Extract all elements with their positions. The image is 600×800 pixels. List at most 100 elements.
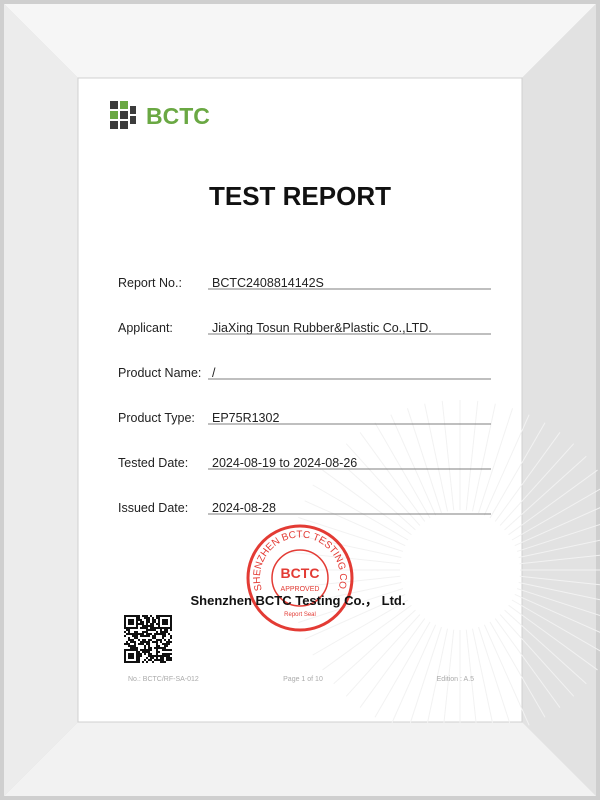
qr-cell [146,623,148,625]
qr-cell [150,615,152,617]
qr-cell [164,649,166,651]
qr-cell [140,641,142,643]
qr-cell [136,637,138,639]
qr-cell [126,633,128,635]
qr-cell [158,633,160,635]
qr-cell [132,635,134,637]
ray [390,624,437,726]
qr-cell [156,649,158,651]
ray [441,629,455,740]
qr-cell [166,641,168,643]
qr-cell [152,617,154,619]
qr-cell [162,649,164,651]
qr-cell [162,661,164,663]
qr-cell [134,647,136,649]
qr-cell [148,659,150,661]
qr-cell [156,631,158,633]
qr-cell [138,633,140,635]
qr-cell [144,635,146,637]
qr-cell [146,651,148,653]
qr-cell [142,621,144,623]
footer-page: Page 1 of 10 [283,676,323,683]
qr-finder-dot [128,619,134,625]
ray [293,581,402,606]
qr-cell [152,635,154,637]
qr-cell [144,659,146,661]
qr-cell [148,645,150,647]
frame-top [4,4,596,78]
qr-cell [162,659,164,661]
field-label: Product Type: [118,411,195,425]
qr-cell [148,629,150,631]
qr-cell [150,653,152,655]
qr-cell [170,629,172,631]
qr-cell [170,641,172,643]
qr-cell [146,635,148,637]
qr-cell [154,627,156,629]
qr-cell [130,645,132,647]
qr-cell [148,621,150,623]
qr-cell [168,639,170,641]
qr-cell [166,659,168,661]
qr-cell [156,627,158,629]
ray [511,488,600,541]
qr-cell [160,629,162,631]
qr-cell [124,631,126,633]
qr-cell [134,631,136,633]
qr-cell [154,647,156,649]
qr-cell [168,659,170,661]
qr-cell [126,643,128,645]
qr-cell [168,653,170,655]
qr-cell [150,659,152,661]
qr-cell [152,627,154,629]
qr-cell [134,637,136,639]
ray [298,588,404,624]
ray [511,599,600,652]
qr-cell [150,639,152,641]
ray [465,629,479,740]
qr-cell [154,659,156,661]
qr-cell [156,641,158,643]
qr-cell [150,647,152,649]
qr-cell [148,625,150,627]
qr-cell [170,635,172,637]
qr-cell [156,647,158,649]
qr-cell [162,657,164,659]
qr-cell [156,659,158,661]
qr-cell [134,635,136,637]
field-value: / [212,366,216,380]
qr-cell [154,633,156,635]
ray [374,621,431,718]
qr-cell [146,643,148,645]
qr-cell [152,661,154,663]
qr-cell [144,627,146,629]
qr-cell [150,629,152,631]
qr-cell [162,647,164,649]
ray [483,624,530,726]
qr-cell [156,655,158,657]
qr-cell [156,615,158,617]
qr-cell [156,617,158,619]
qr-cell [164,639,166,641]
qr-cell [148,617,150,619]
paper [77,77,523,723]
ray [406,626,442,732]
qr-cell [158,645,160,647]
qr-cell [142,623,144,625]
qr-cell [164,661,166,663]
qr-cell [162,631,164,633]
qr-cell [142,625,144,627]
qr-cell [164,647,166,649]
ray [333,609,416,685]
qr-cell [138,651,140,653]
qr-cell [146,629,148,631]
qr-cell [156,639,158,641]
qr-cell [138,655,140,657]
ray [322,604,412,671]
qr-cell [146,625,148,627]
ray [504,455,587,531]
qr-cell [138,657,140,659]
report-title: TEST REPORT [209,181,391,211]
qr-cell [138,639,140,641]
